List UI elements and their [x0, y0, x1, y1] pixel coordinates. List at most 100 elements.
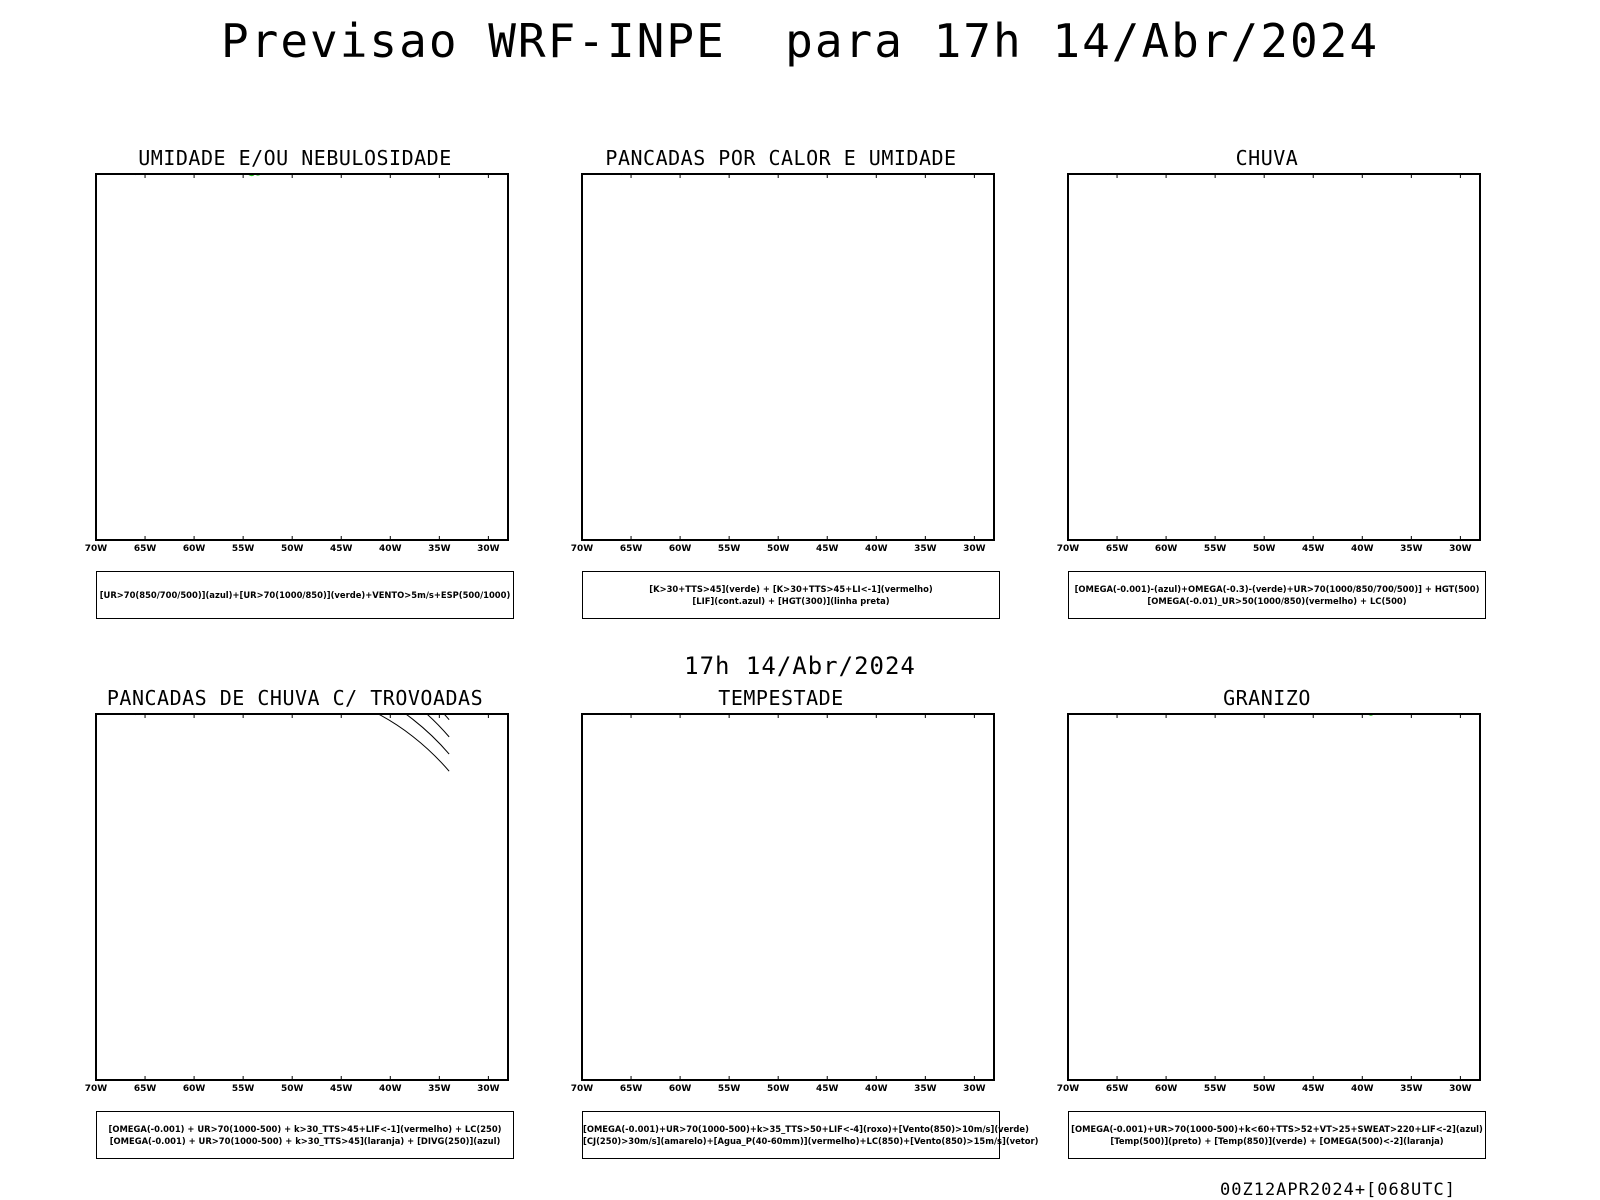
lon-label: 65W	[1106, 1084, 1129, 1094]
lon-label: 65W	[134, 544, 157, 554]
border-bolivia	[132, 714, 137, 716]
legend-chuva: [OMEGA(-0.001)-(azul)+OMEGA(-0.3)-(verde…	[1068, 571, 1486, 619]
humidity-contour	[466, 170, 475, 173]
humidity-contour	[100, 168, 113, 172]
state-border	[288, 714, 290, 715]
legend-line: [OMEGA(-0.001)-(azul)+OMEGA(-0.3)-(verde…	[1074, 584, 1480, 594]
humidity-contour	[400, 169, 410, 172]
panel-title: TEMPESTADE	[718, 686, 844, 710]
thunderstorm-speck	[160, 710, 162, 712]
map-frame	[581, 713, 995, 1081]
lon-label: 55W	[718, 1084, 741, 1094]
lon-label: 40W	[865, 1084, 888, 1094]
legend-line: [UR>70(850/700/500)](azul)+[UR>70(1000/8…	[99, 590, 511, 600]
legend-pancadas-calor: [K>30+TTS>45](verde) + [K>30+TTS>45+LI<-…	[582, 571, 1000, 619]
precipitable-water-contour	[691, 707, 703, 710]
thunderstorm-speck	[303, 710, 305, 712]
border-bolivia	[1104, 174, 1109, 176]
panel-pancadas-calor: PANCADAS POR CALOR E UMIDADE 96009680952…	[546, 146, 1016, 646]
temp-850-contour	[1363, 710, 1370, 712]
lifted-index-contour	[904, 166, 923, 167]
streamline	[426, 714, 450, 738]
panel-title: PANCADAS DE CHUVA C/ TROVOADAS	[106, 686, 484, 710]
lon-label: 35W	[428, 544, 451, 554]
humidity-contour	[277, 166, 285, 168]
state-border	[217, 714, 219, 715]
lon-label: 70W	[571, 544, 594, 554]
lon-label: 60W	[669, 1084, 692, 1094]
temp-850-contour	[1444, 706, 1461, 710]
thunderstorm-speck	[173, 710, 175, 712]
hgt-500-contour	[1151, 174, 1152, 175]
thunderstorm-speck	[249, 708, 251, 710]
lon-label: 30W	[1449, 544, 1472, 554]
legend-line: [Temp(500)](preto) + [Temp(850)](verde) …	[1110, 1136, 1444, 1146]
hgt-500-contour	[1136, 174, 1138, 175]
legend-line: [OMEGA(-0.001)+UR>70(1000-500)+k<60+TTS>…	[1071, 1124, 1483, 1134]
hgt-500-contour	[1166, 174, 1167, 175]
thunderstorm-speck	[224, 710, 226, 712]
state-border	[793, 706, 818, 714]
state-border	[307, 706, 332, 714]
humidity-contour	[264, 166, 276, 169]
instability-speck	[700, 169, 703, 172]
lon-label: 35W	[914, 1084, 937, 1094]
mid-title: 17h 14/Abr/2024	[684, 652, 916, 680]
humidity-contour	[221, 166, 230, 168]
state-border	[774, 174, 776, 175]
lifted-index-contour	[947, 166, 965, 171]
border-bolivia	[618, 174, 623, 176]
instability-speck	[798, 170, 802, 174]
map-chuva: 57657657658858412S15S18S21S24S27S30S33S3…	[1057, 166, 1481, 554]
state-border	[307, 166, 332, 174]
humidity-contour	[418, 166, 432, 170]
legend-line: [OMEGA(-0.001) + UR>70(1000-500) + k>30_…	[108, 1124, 502, 1134]
footer-stamp: 00Z12APR2024+[068UTC]	[1220, 1180, 1456, 1200]
thunderstorm-speck	[242, 706, 244, 708]
lon-label: 30W	[477, 1084, 500, 1094]
hgt-500-contour	[1121, 174, 1123, 175]
map-granizo: -12-18-15-121212S15S18S21S24S27S30S33S36…	[1057, 706, 1481, 1094]
map-frame	[1067, 713, 1481, 1081]
thunderstorm-speck	[235, 708, 237, 710]
state-border	[1189, 174, 1191, 175]
state-border	[1279, 706, 1304, 714]
lon-label: 55W	[1204, 1084, 1227, 1094]
panel-chuva: CHUVA 57657657658858412S15S18S21S24S27S3…	[1032, 146, 1502, 646]
lon-label: 45W	[816, 544, 839, 554]
border-bolivia	[132, 174, 137, 176]
lon-label: 65W	[620, 1084, 643, 1094]
precipitable-water-contour	[631, 706, 645, 710]
panel-title: CHUVA	[1235, 146, 1299, 170]
lon-label: 40W	[1351, 544, 1374, 554]
lon-label: 45W	[1302, 544, 1325, 554]
state-border	[1279, 166, 1304, 174]
lon-label: 35W	[914, 544, 937, 554]
state-border	[1189, 714, 1191, 715]
lifted-index-contour	[892, 167, 903, 170]
instability-teal	[611, 166, 817, 174]
lon-label: 60W	[1155, 544, 1178, 554]
lon-label: 30W	[963, 544, 986, 554]
streamline	[214, 706, 498, 711]
lon-label: 55W	[718, 544, 741, 554]
lon-label: 70W	[85, 1084, 108, 1094]
map-background	[582, 714, 994, 1080]
lon-label: 35W	[1400, 544, 1423, 554]
temp-850-contour	[1347, 706, 1360, 710]
lon-label: 70W	[1057, 544, 1080, 554]
lon-label: 35W	[428, 1084, 451, 1094]
lon-label: 70W	[1057, 1084, 1080, 1094]
map-layers: 96009680952094409360952096009440	[611, 166, 965, 176]
hgt-500-contour	[1107, 174, 1108, 175]
lon-label: 50W	[281, 1084, 304, 1094]
instability-speck	[669, 166, 673, 169]
lon-label: 40W	[865, 544, 888, 554]
thunderstorm-speck	[181, 708, 183, 710]
lon-label: 45W	[330, 544, 353, 554]
map-layers: 404040	[618, 706, 818, 716]
map-frame	[581, 173, 995, 541]
map-pancadas-trovoadas: 12S15S18S21S24S27S30S33S36S39S42S70W65W6…	[85, 706, 509, 1094]
state-border	[774, 714, 776, 715]
map-background	[96, 174, 508, 540]
